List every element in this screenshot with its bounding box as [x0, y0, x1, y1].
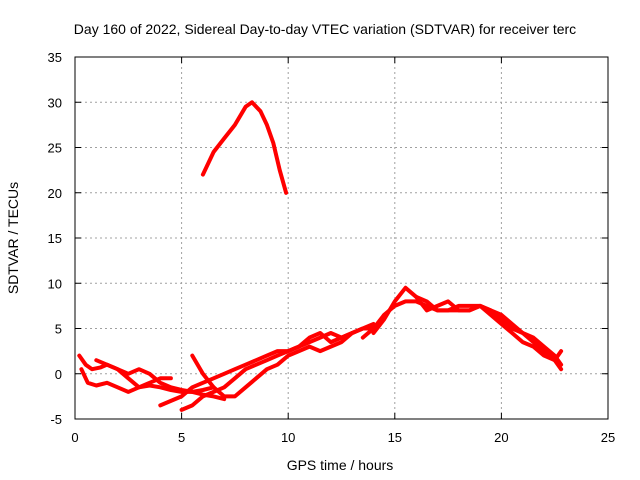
- chart-title: Day 160 of 2022, Sidereal Day-to-day VTE…: [74, 21, 576, 37]
- y-tick-label: 30: [48, 95, 62, 110]
- series-arc-5: [158, 326, 376, 408]
- x-tick-label: 0: [71, 430, 78, 445]
- y-tick-label: 10: [48, 276, 62, 291]
- grid-lines: [75, 57, 608, 419]
- axis-ticks: 0 5 10 15 20 25 -5 0 5 10 15 20 25 30 35: [48, 50, 616, 445]
- x-tick-label: 25: [601, 430, 615, 445]
- x-axis-label: GPS time / hours: [287, 457, 394, 473]
- data-series: [77, 100, 564, 412]
- y-axis-label: SDTVAR / TECUs: [5, 182, 21, 294]
- series-arc-4: [190, 331, 355, 399]
- series-arc-3: [94, 358, 173, 390]
- x-tick-label: 5: [178, 430, 185, 445]
- y-tick-label: 35: [48, 50, 62, 65]
- y-tick-label: 0: [55, 367, 62, 382]
- series-arc-7: [200, 100, 289, 195]
- series-arc-1: [77, 353, 227, 402]
- y-tick-label: 20: [48, 186, 62, 201]
- y-tick-label: 25: [48, 141, 62, 156]
- x-tick-label: 15: [388, 430, 402, 445]
- x-tick-label: 20: [494, 430, 508, 445]
- series-arc-10: [414, 294, 564, 363]
- x-tick-label: 10: [281, 430, 295, 445]
- y-tick-label: 5: [55, 322, 62, 337]
- y-tick-label: 15: [48, 231, 62, 246]
- series-arc-8: [360, 299, 564, 367]
- series-arc-6: [179, 322, 376, 412]
- y-tick-label: -5: [50, 412, 62, 427]
